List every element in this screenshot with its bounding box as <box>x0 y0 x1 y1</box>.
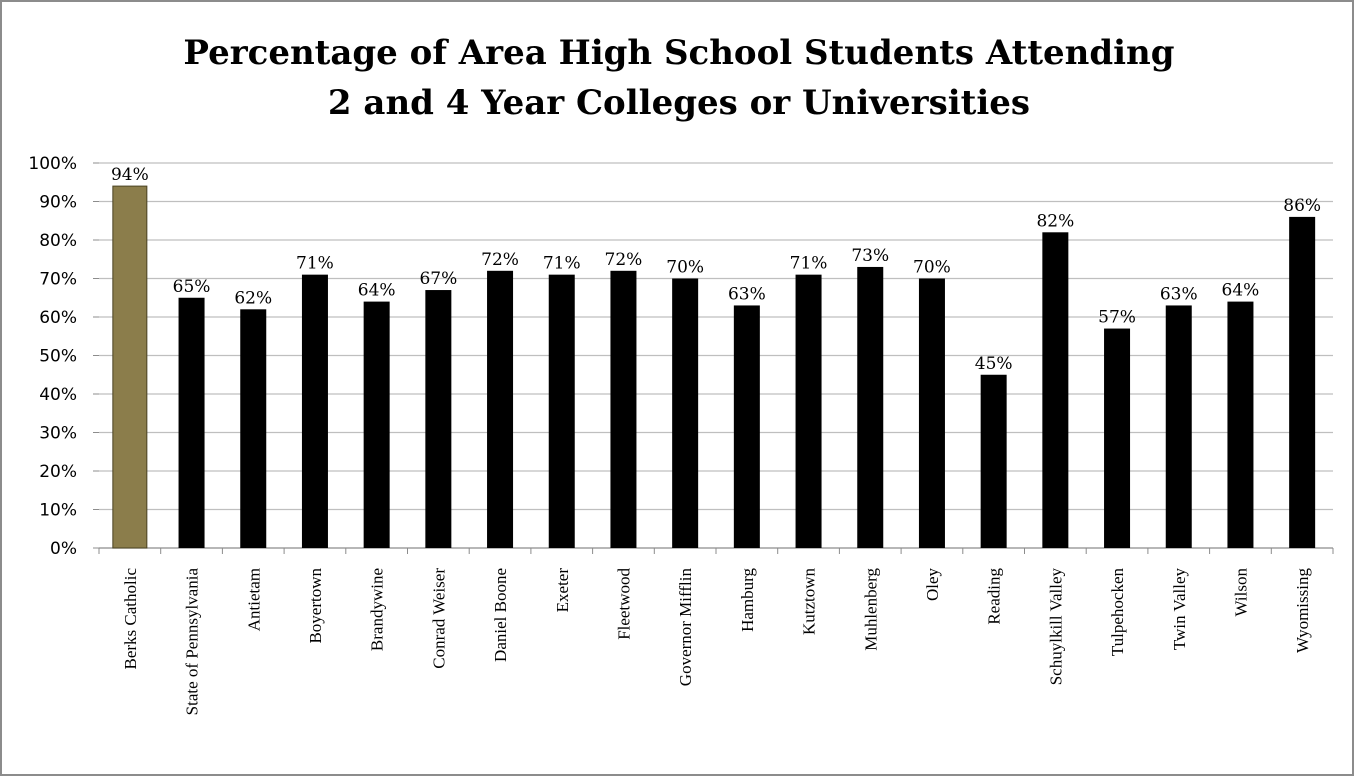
data-label: 71% <box>790 254 828 274</box>
bar-governor-mifflin <box>672 278 699 548</box>
data-label: 86% <box>1283 196 1321 216</box>
bar-boyertown <box>301 274 328 548</box>
y-tick-label: 70% <box>39 270 77 290</box>
data-label: 67% <box>419 269 457 289</box>
bar-antietam <box>240 309 267 548</box>
category-label: Exeter <box>553 568 572 613</box>
bar-oley <box>918 278 945 548</box>
data-label: 71% <box>543 254 581 274</box>
category-label: Governor Mifflin <box>676 568 695 687</box>
y-tick-label: 20% <box>39 462 77 482</box>
category-label: Boyertown <box>306 568 325 644</box>
chart-title-line-1: Percentage of Area High School Students … <box>183 33 1175 73</box>
data-label: 64% <box>1222 281 1260 301</box>
data-label: 82% <box>1036 211 1074 231</box>
bar-daniel-boone <box>487 270 514 548</box>
data-label: 45% <box>975 354 1013 374</box>
data-label: 72% <box>481 250 519 270</box>
data-label: 70% <box>913 258 951 278</box>
category-label: Reading <box>985 568 1004 625</box>
category-label: Tulpehocken <box>1108 568 1127 657</box>
data-label: 72% <box>605 250 643 270</box>
category-label: Kutztown <box>800 568 819 636</box>
data-label: 71% <box>296 254 334 274</box>
y-tick-label: 100% <box>28 154 77 174</box>
category-label: Daniel Boone <box>491 568 510 662</box>
bar-hamburg <box>733 305 760 548</box>
bar-tulpehocken <box>1104 328 1131 548</box>
category-label: Hamburg <box>738 568 757 632</box>
bar-exeter <box>548 274 575 548</box>
chart-title: Percentage of Area High School Students … <box>0 28 1358 128</box>
bar-reading <box>980 374 1007 548</box>
data-label: 65% <box>173 277 211 297</box>
bar-berks-catholic <box>112 185 148 549</box>
category-label: Wyomissing <box>1293 568 1312 653</box>
y-tick-label: 30% <box>39 424 77 444</box>
bar-conrad-weiser <box>425 290 452 548</box>
chart-title-line-2: 2 and 4 Year Colleges or Universities <box>327 83 1031 123</box>
category-label: Twin Valley <box>1170 568 1189 651</box>
bar-wyomissing <box>1289 216 1316 548</box>
bars <box>112 185 1316 549</box>
data-label: 62% <box>234 288 272 308</box>
y-tick-label: 0% <box>50 539 77 559</box>
data-label: 70% <box>666 258 704 278</box>
data-label: 63% <box>728 284 766 304</box>
category-label: Fleetwood <box>614 568 633 640</box>
data-label: 94% <box>111 165 149 185</box>
y-tick-label: 60% <box>39 308 77 328</box>
gridlines <box>99 162 1333 511</box>
data-label: 73% <box>851 246 889 266</box>
data-label: 63% <box>1160 284 1198 304</box>
category-label: Oley <box>923 568 942 602</box>
category-label: Conrad Weiser <box>429 568 448 669</box>
category-label: Antietam <box>244 568 263 631</box>
category-label: Brandywine <box>368 568 387 651</box>
y-tick-label: 40% <box>39 385 77 405</box>
data-label: 64% <box>358 281 396 301</box>
bar-wilson <box>1227 301 1254 548</box>
category-label: Berks Catholic <box>121 568 140 670</box>
category-label: State of Pennsylvania <box>183 568 202 716</box>
bar-state-of-pennsylvania <box>178 297 205 548</box>
category-labels: Berks Catholic State of Pennsylvania Antie… <box>121 568 1312 716</box>
category-label: Muhlenberg <box>861 568 880 651</box>
bar-kutztown <box>795 274 822 548</box>
category-label: Schuylkill Valley <box>1046 568 1065 686</box>
bar-brandywine <box>363 301 390 548</box>
y-tick-label: 50% <box>39 347 77 367</box>
y-tick-label: 10% <box>39 501 77 521</box>
y-tick-label: 90% <box>39 193 77 213</box>
bar-muhlenberg <box>857 266 884 548</box>
bar-schuylkill-valley <box>1042 232 1069 549</box>
category-label: Wilson <box>1231 568 1250 617</box>
bar-fleetwood <box>610 270 637 548</box>
data-labels: 94% 65% 62% 71% 64% 67% 72% 71% 72% 70% 63% 71% 73% 7… <box>111 165 1321 374</box>
data-label: 57% <box>1098 308 1136 328</box>
y-tick-label: 80% <box>39 231 77 251</box>
bar-twin-valley <box>1165 305 1192 548</box>
